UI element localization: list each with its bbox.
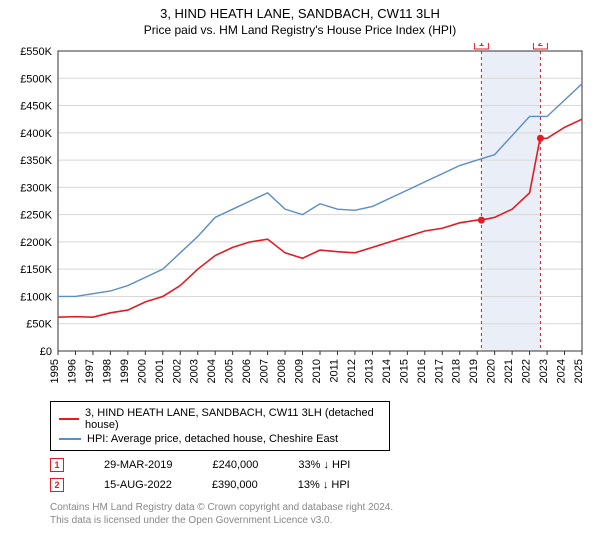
svg-text:2007: 2007 bbox=[259, 359, 271, 383]
svg-text:2013: 2013 bbox=[363, 359, 375, 383]
page-subtitle: Price paid vs. HM Land Registry's House … bbox=[10, 23, 590, 37]
transaction-marker: 2 bbox=[50, 478, 64, 492]
svg-text:1997: 1997 bbox=[84, 359, 96, 383]
footer: Contains HM Land Registry data © Crown c… bbox=[10, 495, 590, 527]
transaction-price: £240,000 bbox=[212, 459, 258, 471]
legend-swatch bbox=[59, 438, 81, 440]
svg-text:2017: 2017 bbox=[433, 359, 445, 383]
transaction-marker: 1 bbox=[50, 458, 64, 472]
svg-text:2015: 2015 bbox=[398, 359, 410, 383]
transaction-date: 29-MAR-2019 bbox=[104, 459, 172, 471]
price-chart: £0 £50K £100K £150K £200K £250K £300K £350K £400… bbox=[10, 43, 590, 395]
transaction-delta: 13% ↓ HPI bbox=[298, 479, 350, 491]
legend-swatch bbox=[59, 418, 79, 420]
svg-text:2000: 2000 bbox=[136, 359, 148, 383]
svg-text:2023: 2023 bbox=[538, 359, 550, 383]
footer-line: Contains HM Land Registry data © Crown c… bbox=[50, 501, 590, 514]
page-title: 3, HIND HEATH LANE, SANDBACH, CW11 3LH bbox=[10, 6, 590, 21]
svg-text:2006: 2006 bbox=[241, 359, 253, 383]
svg-text:£550K: £550K bbox=[20, 46, 52, 58]
transaction-price: £390,000 bbox=[212, 479, 258, 491]
svg-text:2009: 2009 bbox=[294, 359, 306, 383]
transaction-date: 15-AUG-2022 bbox=[104, 479, 172, 491]
svg-text:2012: 2012 bbox=[346, 359, 358, 383]
footer-line: This data is licensed under the Open Gov… bbox=[50, 514, 590, 527]
svg-text:1998: 1998 bbox=[101, 359, 113, 383]
svg-text:2018: 2018 bbox=[451, 359, 463, 383]
legend-item: HPI: Average price, detached house, Ches… bbox=[59, 432, 381, 446]
svg-text:£150K: £150K bbox=[20, 264, 52, 276]
svg-text:2020: 2020 bbox=[486, 359, 498, 383]
svg-text:2001: 2001 bbox=[154, 359, 166, 383]
svg-text:£50K: £50K bbox=[26, 319, 52, 331]
legend-label: HPI: Average price, detached house, Ches… bbox=[87, 433, 338, 445]
legend-item: 3, HIND HEATH LANE, SANDBACH, CW11 3LH (… bbox=[59, 406, 381, 432]
svg-text:£400K: £400K bbox=[20, 128, 52, 140]
svg-text:1999: 1999 bbox=[119, 359, 131, 383]
svg-text:2021: 2021 bbox=[503, 359, 515, 383]
legend-label: 3, HIND HEATH LANE, SANDBACH, CW11 3LH (… bbox=[85, 407, 381, 431]
svg-text:2002: 2002 bbox=[171, 359, 183, 383]
svg-text:1: 1 bbox=[479, 43, 484, 48]
svg-text:2003: 2003 bbox=[189, 359, 201, 383]
transaction-delta: 33% ↓ HPI bbox=[298, 459, 350, 471]
svg-text:2004: 2004 bbox=[206, 359, 218, 383]
svg-text:2022: 2022 bbox=[521, 359, 533, 383]
svg-text:£0: £0 bbox=[40, 346, 52, 358]
svg-text:£500K: £500K bbox=[20, 73, 52, 85]
transaction-row: 1 29-MAR-2019 £240,000 33% ↓ HPI bbox=[10, 455, 590, 475]
svg-text:2016: 2016 bbox=[416, 359, 428, 383]
svg-text:2: 2 bbox=[538, 43, 543, 48]
svg-text:£100K: £100K bbox=[20, 291, 52, 303]
transaction-row: 2 15-AUG-2022 £390,000 13% ↓ HPI bbox=[10, 475, 590, 495]
legend: 3, HIND HEATH LANE, SANDBACH, CW11 3LH (… bbox=[50, 401, 390, 451]
svg-text:£250K: £250K bbox=[20, 210, 52, 222]
svg-text:2011: 2011 bbox=[328, 359, 340, 383]
svg-text:2014: 2014 bbox=[381, 359, 393, 383]
svg-text:2025: 2025 bbox=[573, 359, 585, 383]
svg-text:£300K: £300K bbox=[20, 182, 52, 194]
svg-text:£350K: £350K bbox=[20, 155, 52, 167]
svg-text:2024: 2024 bbox=[556, 359, 568, 383]
svg-text:£450K: £450K bbox=[20, 101, 52, 113]
svg-text:£200K: £200K bbox=[20, 237, 52, 249]
svg-text:2019: 2019 bbox=[468, 359, 480, 383]
svg-text:2010: 2010 bbox=[311, 359, 323, 383]
svg-text:1996: 1996 bbox=[66, 359, 78, 383]
svg-text:2005: 2005 bbox=[224, 359, 236, 383]
svg-text:1995: 1995 bbox=[49, 359, 61, 383]
svg-text:2008: 2008 bbox=[276, 359, 288, 383]
